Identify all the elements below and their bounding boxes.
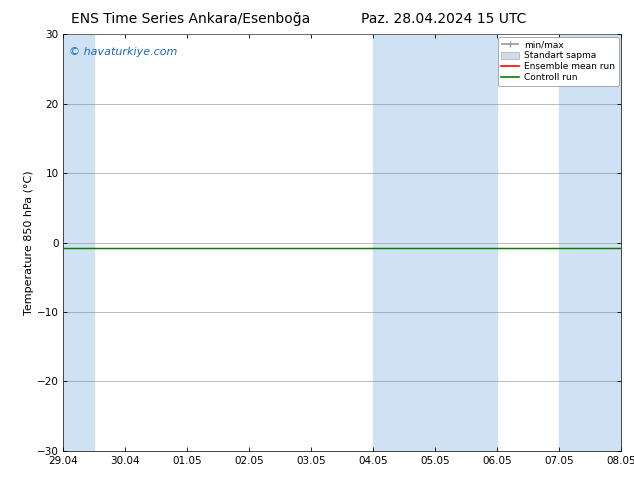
Text: © havaturkiye.com: © havaturkiye.com [69,47,178,57]
Legend: min/max, Standart sapma, Ensemble mean run, Controll run: min/max, Standart sapma, Ensemble mean r… [498,37,619,86]
Bar [559,34,634,451]
Y-axis label: Temperature 850 hPa (°C): Temperature 850 hPa (°C) [24,170,34,315]
Bar [32,34,94,451]
Bar [373,34,497,451]
Text: ENS Time Series Ankara/Esenboğa: ENS Time Series Ankara/Esenboğa [70,12,310,26]
Text: Paz. 28.04.2024 15 UTC: Paz. 28.04.2024 15 UTC [361,12,526,26]
